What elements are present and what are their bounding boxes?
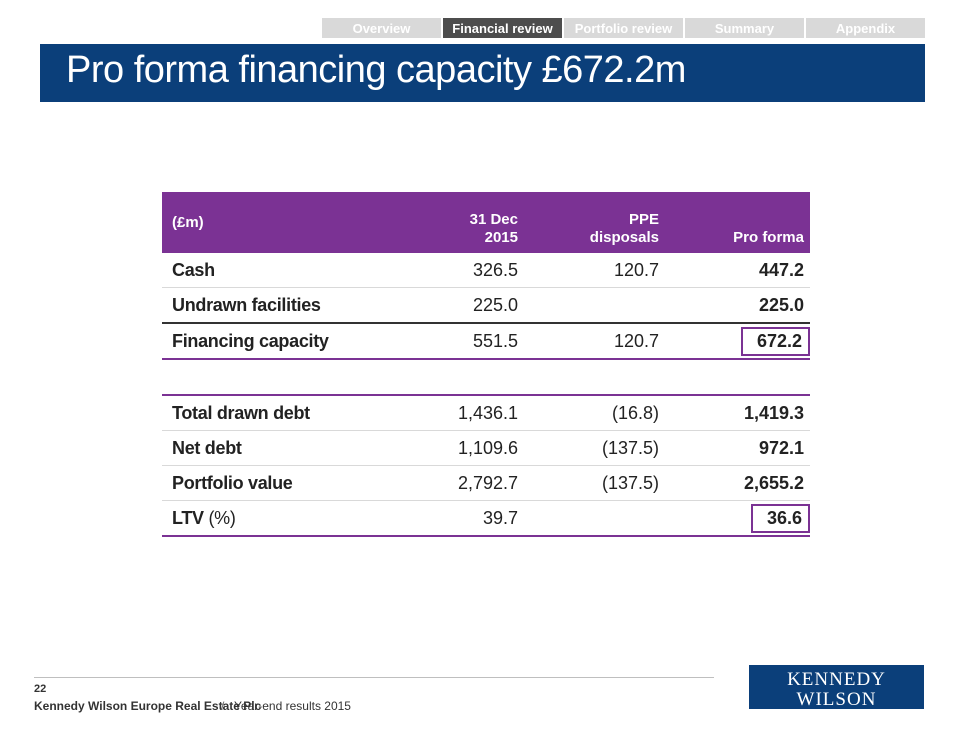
row-label: Cash	[162, 253, 362, 288]
footer-document-title: Year-end results 2015	[234, 699, 351, 713]
cell-ppe-disposals	[524, 500, 665, 537]
cell-31-dec-2015: 551.5	[362, 322, 524, 360]
highlight-box: 36.6	[750, 503, 810, 533]
logo-subtitle: EUROPE REAL ESTATE PLC	[754, 712, 919, 735]
footer-separator: /	[221, 699, 225, 713]
financing-table: (£m) 31 Dec 2015 PPE disposals Pro forma C…	[162, 192, 810, 537]
tab-portfolio-review[interactable]: Portfolio review	[564, 18, 683, 38]
cell-pro-forma: 972.1	[665, 430, 810, 466]
cell-31-dec-2015: 1,109.6	[362, 430, 524, 466]
row-label: Portfolio value	[162, 465, 362, 501]
cell-31-dec-2015: 326.5	[362, 253, 524, 288]
cell-ppe-disposals: 120.7	[524, 253, 665, 288]
cell-ppe-disposals: (16.8)	[524, 395, 665, 431]
page-title: Pro forma financing capacity £672.2m	[66, 49, 686, 91]
tab-appendix[interactable]: Appendix	[806, 18, 925, 38]
table-row-undrawn-facilities: Undrawn facilities 225.0 225.0	[162, 287, 810, 324]
cell-31-dec-2015: 2,792.7	[362, 465, 524, 501]
header-ppe-disposals: PPE disposals	[524, 192, 665, 253]
logo-wordmark: KENNEDY WILSON	[787, 669, 886, 710]
tab-summary[interactable]: Summary	[685, 18, 804, 38]
spacer-cell	[162, 359, 810, 396]
row-label: Financing capacity	[162, 322, 362, 360]
row-label: LTV (%)	[162, 500, 362, 537]
cell-pro-forma-highlighted: 36.6	[665, 500, 810, 537]
cell-ppe-disposals: (137.5)	[524, 430, 665, 466]
footer-company: Kennedy Wilson Europe Real Estate Plc	[34, 699, 262, 713]
highlight-box: 672.2	[740, 326, 810, 356]
header-units: (£m)	[162, 192, 362, 253]
title-bar	[34, 44, 925, 102]
row-label: Undrawn facilities	[162, 287, 362, 324]
cell-ppe-disposals	[524, 287, 665, 324]
table-row-cash: Cash 326.5 120.7 447.2	[162, 253, 810, 288]
cell-pro-forma: 2,655.2	[665, 465, 810, 501]
cell-ppe-disposals: (137.5)	[524, 465, 665, 501]
title-bar-accent	[34, 44, 40, 102]
table-row-financing-capacity: Financing capacity 551.5 120.7 672.2	[162, 322, 810, 360]
table-row-total-drawn-debt: Total drawn debt 1,436.1 (16.8) 1,419.3	[162, 395, 810, 431]
tab-overview[interactable]: Overview	[322, 18, 441, 38]
table-row-portfolio-value: Portfolio value 2,792.7 (137.5) 2,655.2	[162, 465, 810, 501]
table-row-net-debt: Net debt 1,109.6 (137.5) 972.1	[162, 430, 810, 466]
cell-31-dec-2015: 1,436.1	[362, 395, 524, 431]
row-label: Net debt	[162, 430, 362, 466]
cell-pro-forma: 225.0	[665, 287, 810, 324]
header-pro-forma: Pro forma	[665, 192, 810, 253]
header-31-dec-2015: 31 Dec 2015	[362, 192, 524, 253]
kennedy-wilson-logo: KENNEDY WILSON EUROPE REAL ESTATE PLC	[749, 665, 924, 735]
cell-pro-forma: 1,419.3	[665, 395, 810, 431]
table-spacer-row	[162, 359, 810, 396]
cell-31-dec-2015: 39.7	[362, 500, 524, 537]
cell-pro-forma-highlighted: 672.2	[665, 322, 810, 360]
tab-financial-review[interactable]: Financial review	[443, 18, 562, 38]
row-label: Total drawn debt	[162, 395, 362, 431]
cell-pro-forma: 447.2	[665, 253, 810, 288]
row-label-suffix: (%)	[203, 507, 236, 528]
table-header-row: (£m) 31 Dec 2015 PPE disposals Pro forma	[162, 192, 810, 253]
cell-31-dec-2015: 225.0	[362, 287, 524, 324]
cell-ppe-disposals: 120.7	[524, 322, 665, 360]
table-row-ltv: LTV (%) 39.7 36.6	[162, 500, 810, 537]
footer-divider	[34, 677, 714, 678]
page-number: 22	[34, 683, 47, 695]
